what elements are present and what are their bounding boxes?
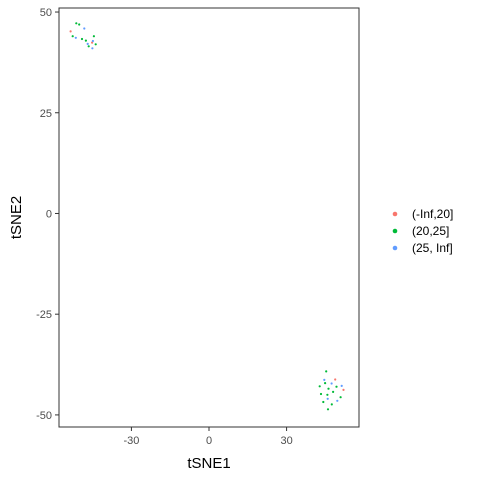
data-point (80, 37, 84, 41)
legend-label: (25, Inf] (412, 241, 453, 255)
data-point (69, 30, 72, 33)
x-tick-label: 0 (206, 435, 212, 447)
y-tick-label: 50 (40, 7, 52, 19)
data-point (326, 408, 330, 411)
y-tick-label: 0 (46, 208, 52, 220)
data-point (324, 382, 327, 385)
data-point (91, 47, 94, 50)
data-point (318, 385, 321, 388)
data-point (92, 35, 95, 38)
data-point (342, 388, 345, 391)
data-point (84, 39, 87, 42)
axes: -30 0 30 -50 -25 0 25 50 (36, 7, 293, 447)
legend-label: (-Inf,20] (412, 207, 453, 221)
data-point (91, 39, 94, 43)
x-tick-label: -30 (123, 435, 139, 447)
data-point (74, 36, 77, 39)
legend-key (392, 228, 398, 234)
data-point (323, 378, 326, 381)
data-point (330, 403, 333, 406)
legend-item: (-Inf,20] (392, 207, 453, 221)
x-tick-label: 30 (280, 435, 292, 447)
data-point (326, 393, 329, 396)
y-tick-label: -50 (36, 410, 52, 422)
x-axis-title: tSNE1 (187, 455, 230, 472)
panel-border (58, 7, 360, 428)
data-point (94, 43, 97, 46)
data-point (332, 390, 335, 393)
data-point (330, 382, 333, 385)
data-point (86, 42, 89, 46)
data-point (78, 23, 81, 26)
data-points (69, 22, 345, 411)
legend-item: (25, Inf] (392, 241, 453, 255)
data-point (340, 384, 343, 387)
data-point (71, 35, 74, 38)
y-tick-label: -25 (36, 309, 52, 321)
data-point (335, 385, 338, 388)
data-point (319, 392, 323, 396)
legend: (-Inf,20] (20,25] (25, Inf] (392, 207, 453, 255)
y-axis-title: tSNE2 (8, 196, 25, 239)
legend-key (392, 211, 398, 217)
legend-label: (20,25] (412, 224, 449, 238)
data-point (339, 396, 342, 399)
data-point (83, 27, 86, 30)
data-point (336, 399, 339, 402)
data-point (326, 397, 329, 400)
y-tick-label: 25 (40, 108, 52, 120)
plot-panel (58, 7, 360, 428)
legend-item: (20,25] (392, 224, 449, 238)
legend-key (392, 245, 398, 251)
data-point (334, 378, 337, 381)
data-point (322, 400, 325, 404)
data-point (75, 22, 78, 25)
data-point (325, 370, 328, 373)
data-point (327, 387, 330, 390)
data-point (87, 45, 90, 48)
